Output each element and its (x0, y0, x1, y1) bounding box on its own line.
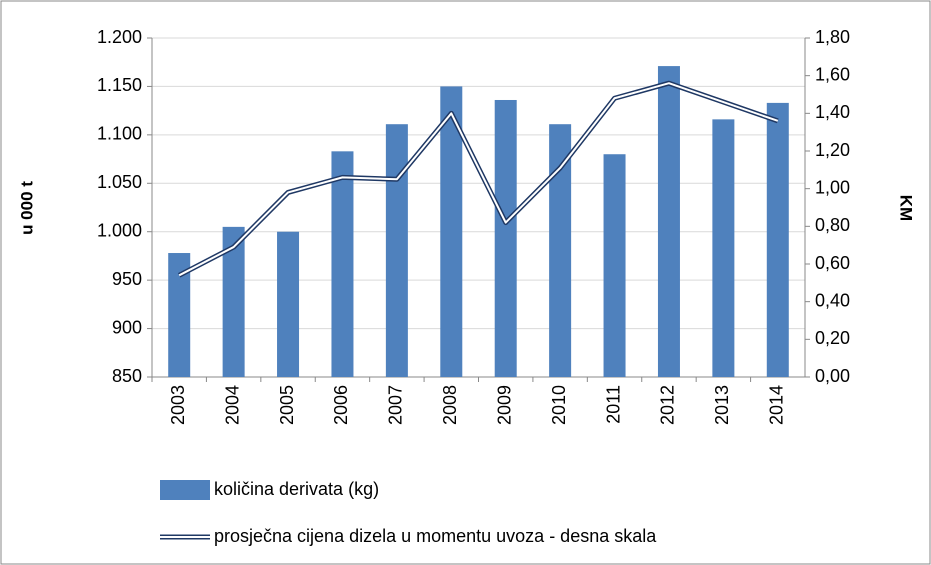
y2-tick-label: 0,80 (815, 215, 850, 235)
legend-label: količina derivata (kg) (214, 479, 379, 499)
bar (440, 86, 463, 377)
y2-tick-label: 0,60 (815, 253, 850, 273)
bar (222, 226, 245, 377)
bar (657, 66, 680, 378)
y2-tick-label: 1,40 (815, 102, 850, 122)
x-tick-label: 2005 (277, 385, 297, 425)
y-tick-label: 900 (112, 317, 142, 337)
x-tick-label: 2013 (712, 385, 732, 425)
x-tick-label: 2012 (658, 385, 678, 425)
x-tick-label: 2010 (549, 385, 569, 425)
x-tick-label: 2003 (168, 385, 188, 425)
y-tick-label: 1.050 (97, 172, 142, 192)
bar (603, 154, 626, 377)
y2-tick-label: 1,00 (815, 177, 850, 197)
y-axis-title: u 000 t (17, 181, 36, 235)
x-tick-label: 2006 (331, 385, 351, 425)
x-tick-label: 2014 (767, 385, 787, 425)
y-tick-label: 950 (112, 269, 142, 289)
x-tick-label: 2009 (494, 385, 514, 425)
x-tick-label: 2011 (603, 385, 623, 424)
y2-tick-label: 1,60 (815, 64, 850, 84)
bar (277, 231, 300, 377)
y2-tick-label: 0,00 (815, 366, 850, 386)
y2-tick-label: 0,40 (815, 290, 850, 310)
bar (766, 102, 789, 377)
legend-label: prosječna cijena dizela u momentu uvoza … (214, 526, 657, 546)
y2-tick-label: 1,20 (815, 140, 850, 160)
legend-swatch (160, 480, 210, 500)
bar (385, 124, 408, 378)
y-tick-label: 1.100 (97, 124, 142, 144)
x-tick-label: 2008 (440, 385, 460, 425)
line (178, 82, 779, 277)
y-tick-label: 1.150 (97, 75, 142, 95)
bar (549, 124, 572, 378)
y2-tick-label: 1,80 (815, 27, 850, 47)
x-tick-label: 2004 (222, 385, 242, 425)
bar (494, 99, 517, 377)
bar (712, 119, 735, 378)
x-tick-label: 2007 (386, 385, 406, 425)
bar (168, 253, 191, 377)
y-tick-label: 1.200 (97, 27, 142, 47)
y-tick-label: 850 (112, 366, 142, 386)
y-tick-label: 1.000 (97, 220, 142, 240)
y2-tick-label: 0,20 (815, 328, 850, 348)
y2-axis-title: KM (897, 195, 916, 221)
bar (331, 151, 354, 377)
